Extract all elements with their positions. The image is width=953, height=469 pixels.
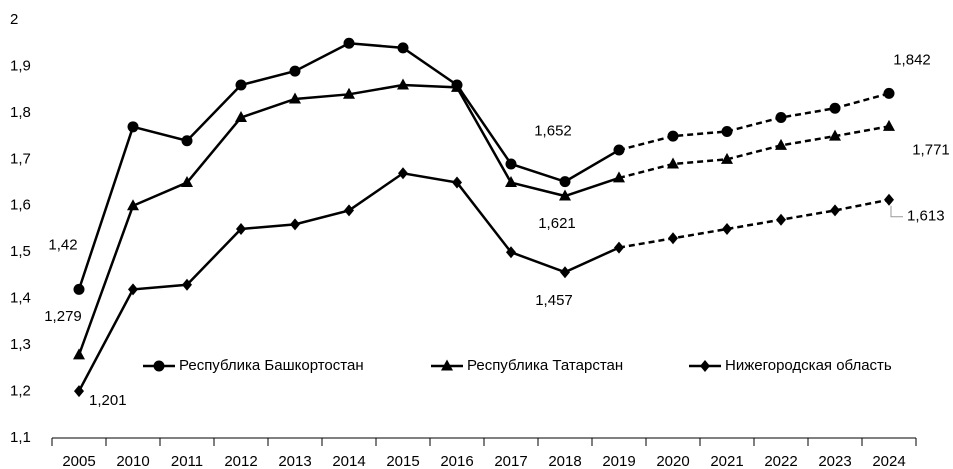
marker xyxy=(451,80,463,92)
legend-marker xyxy=(700,360,710,372)
marker xyxy=(559,176,571,188)
marker xyxy=(235,111,247,123)
marker xyxy=(776,213,786,226)
legend-label: Республика Татарстан xyxy=(467,357,623,374)
data-label: 1,279 xyxy=(44,308,82,325)
y-tick-label: 2 xyxy=(10,11,18,28)
marker xyxy=(452,176,462,189)
marker xyxy=(397,78,409,90)
marker xyxy=(721,152,733,164)
x-tick-label: 2014 xyxy=(332,453,365,469)
data-label: 1,457 xyxy=(535,292,573,309)
series-line xyxy=(77,41,620,290)
marker xyxy=(614,241,624,254)
marker xyxy=(127,121,139,133)
marker xyxy=(181,176,193,188)
marker xyxy=(668,232,678,245)
x-tick-label: 2022 xyxy=(764,453,797,469)
y-tick-label: 1,6 xyxy=(10,197,31,214)
marker xyxy=(829,129,841,141)
marker xyxy=(884,193,894,206)
marker xyxy=(74,385,84,398)
data-label: 1,42 xyxy=(48,236,77,253)
marker xyxy=(775,138,787,150)
forecast-line xyxy=(618,125,890,180)
legend-marker xyxy=(441,359,453,371)
x-tick-label: 2023 xyxy=(818,453,851,469)
marker xyxy=(883,87,895,99)
data-label: 1,201 xyxy=(89,392,127,409)
marker xyxy=(830,204,840,217)
leader-line xyxy=(890,205,903,218)
y-tick-label: 1,3 xyxy=(10,336,31,353)
forecast-line xyxy=(618,198,890,249)
marker xyxy=(505,176,517,188)
marker xyxy=(343,37,355,49)
marker xyxy=(613,144,625,156)
data-label: 1,652 xyxy=(534,123,572,140)
legend-label: Республика Башкортостан xyxy=(179,357,364,374)
marker xyxy=(721,125,733,137)
y-tick-label: 1,2 xyxy=(10,383,31,400)
y-tick-label: 1,8 xyxy=(10,104,31,121)
y-tick-label: 1,9 xyxy=(10,57,31,74)
x-tick-label: 2013 xyxy=(278,453,311,469)
x-tick-label: 2005 xyxy=(62,453,95,469)
marker xyxy=(722,223,732,235)
marker xyxy=(289,92,301,104)
marker xyxy=(613,171,625,183)
x-tick-label: 2011 xyxy=(171,453,203,469)
legend-marker xyxy=(153,360,165,372)
marker xyxy=(73,348,85,360)
x-tick-label: 2019 xyxy=(602,453,635,469)
x-tick-label: 2020 xyxy=(656,453,689,469)
y-tick-label: 1,4 xyxy=(10,290,31,307)
x-tick-label: 2018 xyxy=(548,453,581,469)
marker xyxy=(182,278,192,291)
x-tick-label: 2016 xyxy=(440,453,473,469)
x-tick-label: 2012 xyxy=(224,453,257,469)
marker xyxy=(235,79,247,91)
x-tick-label: 2010 xyxy=(116,453,149,469)
x-tick-label: 2015 xyxy=(386,453,419,469)
y-tick-label: 1,7 xyxy=(10,150,31,167)
marker xyxy=(505,158,517,170)
marker xyxy=(127,199,139,211)
marker xyxy=(343,87,355,99)
marker xyxy=(667,157,679,169)
marker xyxy=(398,167,408,180)
marker xyxy=(559,189,571,201)
marker xyxy=(289,65,301,77)
marker xyxy=(236,223,246,235)
marker xyxy=(506,246,516,259)
marker xyxy=(883,119,895,131)
y-tick-label: 1,1 xyxy=(10,429,31,446)
data-label: 1,842 xyxy=(893,51,931,68)
marker xyxy=(128,283,138,296)
x-tick-label: 2021 xyxy=(710,453,743,469)
marker xyxy=(829,102,841,114)
legend-label: Нижегородская область xyxy=(725,357,892,374)
marker xyxy=(181,135,193,147)
forecast-line xyxy=(618,92,890,152)
data-label: 1,621 xyxy=(538,215,576,232)
marker xyxy=(397,42,409,54)
marker xyxy=(560,266,570,279)
marker xyxy=(775,112,787,124)
data-label: 1,771 xyxy=(912,141,950,158)
data-label: 1,613 xyxy=(907,208,945,225)
marker xyxy=(290,218,300,231)
marker xyxy=(344,204,354,217)
marker xyxy=(73,283,85,295)
x-tick-label: 2017 xyxy=(494,453,527,469)
x-tick-label: 2024 xyxy=(872,453,905,469)
y-tick-label: 1,5 xyxy=(10,243,31,260)
marker xyxy=(667,130,679,142)
